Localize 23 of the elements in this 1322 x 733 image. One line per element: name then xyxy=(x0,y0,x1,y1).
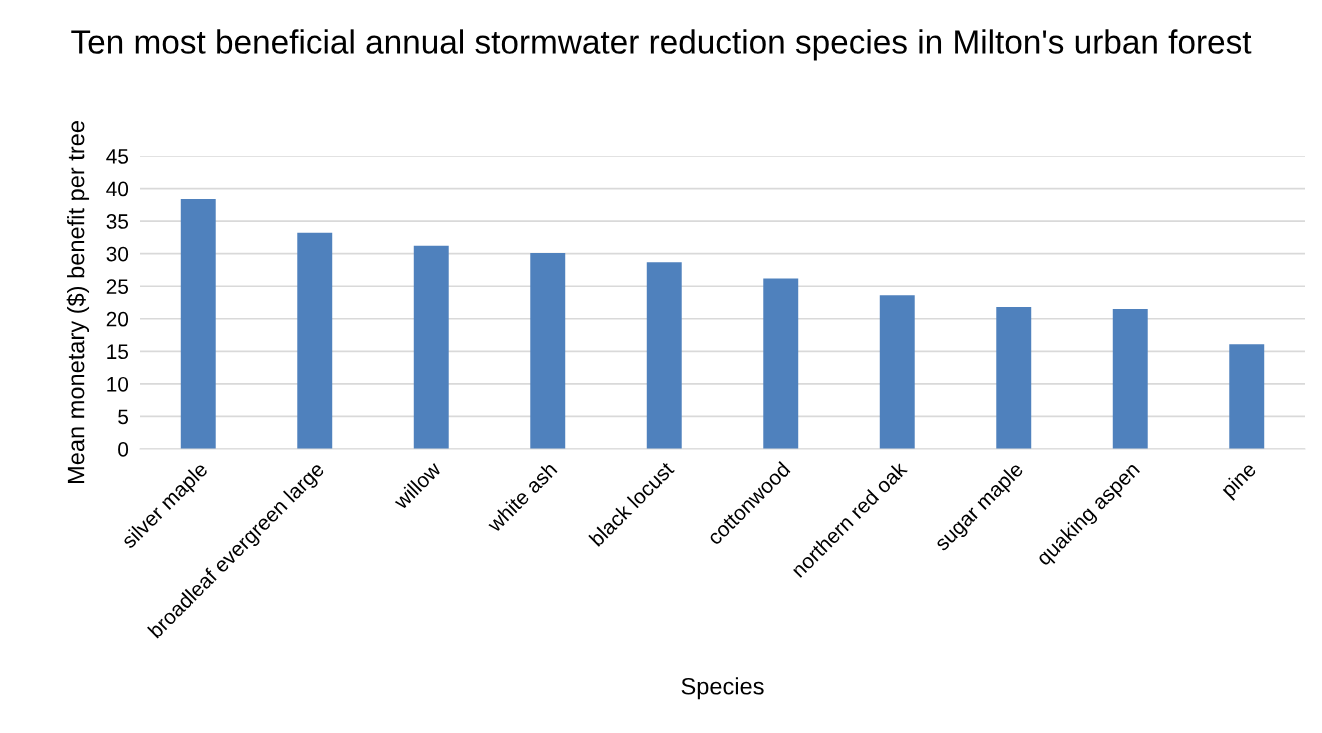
bar xyxy=(1229,344,1265,449)
y-tick-label: 30 xyxy=(106,246,129,262)
y-tick-label: 45 xyxy=(106,149,129,164)
bar xyxy=(413,245,449,449)
bar xyxy=(879,295,915,449)
bar xyxy=(646,262,682,449)
y-axis-title: Mean monetary ($) benefit per tree xyxy=(66,121,90,483)
bar xyxy=(530,253,566,449)
y-tick-label: 15 xyxy=(107,344,129,360)
y-tick-label: 5 xyxy=(118,409,129,425)
bar xyxy=(297,232,333,449)
x-axis-title: Species xyxy=(681,677,764,700)
bar xyxy=(763,278,799,449)
bar xyxy=(1112,309,1148,449)
bar xyxy=(996,307,1032,449)
y-tick-label: 35 xyxy=(106,214,129,229)
y-tick-label: 20 xyxy=(106,311,129,327)
y-tick-label: 0 xyxy=(118,442,129,457)
chart-title: Ten most beneficial annual stormwater reduction species in Milton's urban forest xyxy=(71,29,1252,61)
y-tick-label: 25 xyxy=(106,279,129,294)
bar xyxy=(180,198,216,449)
y-tick-label: 10 xyxy=(107,376,129,392)
y-tick-label: 40 xyxy=(106,181,129,197)
